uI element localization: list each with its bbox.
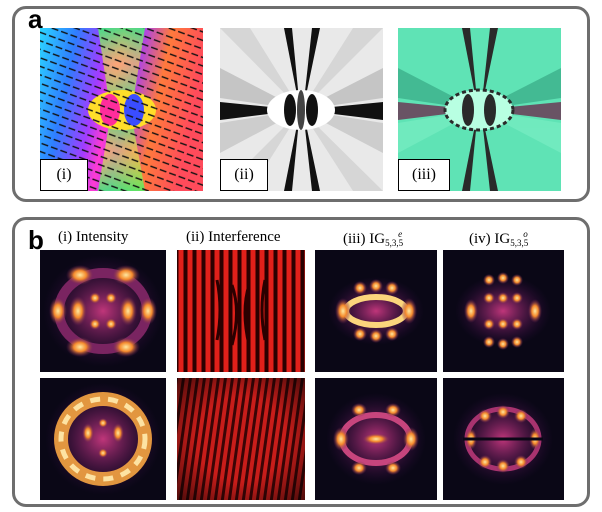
column-title-intensity: (i) Intensity — [58, 229, 129, 245]
ig-even-image-row2 — [315, 378, 437, 500]
intensity-image-row2 — [40, 378, 166, 500]
interference-image-row2 — [177, 378, 305, 500]
intensity-image-row1 — [40, 250, 166, 372]
sublabel-iii: (iii) — [398, 159, 450, 191]
panel-a-letter: a — [28, 4, 43, 34]
column-title-ig-odd: (iv) IG5,3,5o — [469, 229, 529, 248]
column-title-interference: (ii) Interference — [186, 229, 281, 245]
ig-odd-image-row2 — [443, 378, 564, 500]
panel-b-letter: b — [28, 225, 44, 255]
sublabel-i: (i) — [40, 159, 88, 191]
column-title-ig-even: (iii) IG5,3,5e — [343, 229, 404, 248]
ig-odd-image-row1 — [443, 250, 564, 372]
sublabel-ii: (ii) — [220, 159, 268, 191]
interference-image-row1 — [177, 250, 305, 372]
ig-even-image-row1 — [315, 250, 437, 372]
